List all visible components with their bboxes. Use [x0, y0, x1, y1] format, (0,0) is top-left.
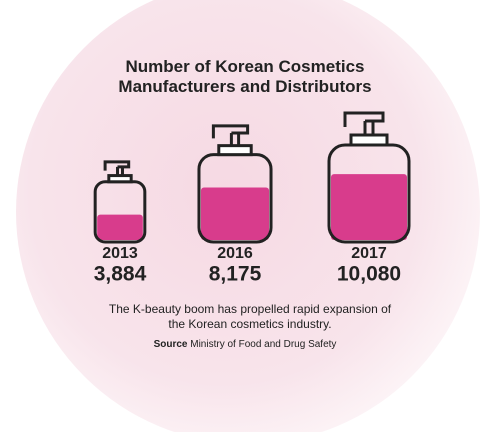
pump-head — [103, 160, 131, 171]
bottle-collar — [107, 174, 133, 184]
value-label: 3,884 — [94, 263, 147, 286]
category-label: 2013 — [102, 245, 138, 262]
chart-title: Number of Korean Cosmetics Manufacturers… — [118, 57, 372, 96]
source-text: Ministry of Food and Drug Safety — [190, 339, 337, 350]
bottle-fill — [331, 174, 407, 240]
pump-head — [343, 111, 385, 127]
caption: The K-beauty boom has propelled rapid ex… — [108, 302, 392, 331]
pump-head — [211, 124, 250, 139]
category-label: 2017 — [351, 245, 387, 262]
bottle-collar — [217, 144, 253, 157]
bottle-fill — [97, 214, 143, 240]
source-label: Source — [153, 339, 188, 350]
source: Source Ministry of Food and Drug Safety — [0, 339, 490, 350]
value-label: 10,080 — [337, 263, 401, 286]
value-label: 8,175 — [209, 263, 262, 286]
category-label: 2016 — [217, 245, 253, 262]
bottle-collar — [349, 133, 389, 147]
bottle-fill — [200, 187, 270, 240]
